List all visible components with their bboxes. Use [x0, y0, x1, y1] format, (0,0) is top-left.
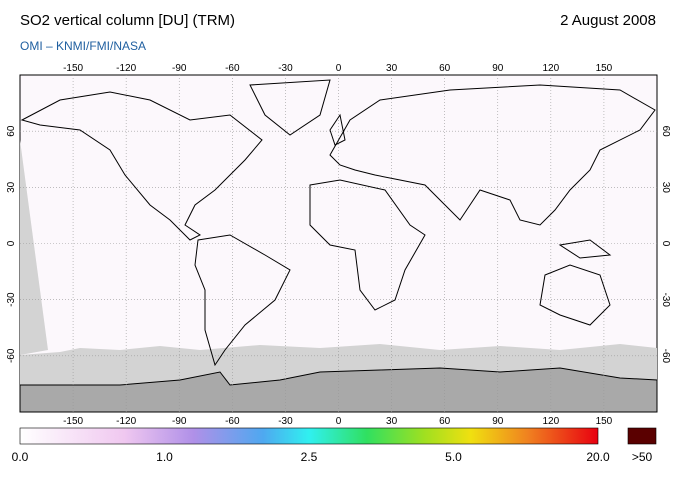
greenland — [249, 79, 331, 136]
colorbar-label: 20.0 — [586, 450, 610, 464]
overflow-swatch — [627, 427, 657, 445]
lon-tick-label-top: -30 — [278, 63, 293, 74]
lon-tick-label-bottom: -150 — [63, 416, 83, 427]
lon-tick-label-bottom: 0 — [336, 416, 342, 427]
australia — [539, 264, 611, 326]
lat-tick-label-right: 60 — [660, 126, 671, 138]
colorbar-label: 1.0 — [156, 450, 173, 464]
lat-tick-label-left: 30 — [6, 181, 17, 193]
colorbar-gradient — [19, 427, 599, 445]
lon-tick-label-top: 150 — [596, 63, 613, 74]
lon-tick-label-bottom: 60 — [439, 416, 451, 427]
africa — [309, 179, 426, 311]
lon-tick-label-bottom: 120 — [542, 416, 559, 427]
lon-tick-label-bottom: -30 — [278, 416, 293, 427]
lon-tick-label-top: 120 — [542, 63, 559, 74]
north-america — [20, 91, 263, 241]
lon-tick-label-top: -150 — [63, 63, 83, 74]
colorbar-label: 0.0 — [12, 450, 29, 464]
lon-tick-label-bottom: 90 — [492, 416, 504, 427]
eurasia — [329, 84, 656, 226]
lat-tick-label-right: -60 — [660, 349, 671, 364]
title: SO2 vertical column [DU] (TRM) — [20, 12, 235, 29]
lat-tick-label-right: -30 — [660, 292, 671, 307]
lat-tick-label-left: 60 — [6, 125, 17, 137]
lon-tick-label-top: 90 — [492, 63, 504, 74]
lon-tick-label-top: 0 — [336, 63, 342, 74]
lon-tick-label-bottom: 150 — [596, 416, 613, 427]
lat-tick-label-right: 30 — [660, 182, 671, 194]
lat-tick-label-left: -30 — [6, 292, 17, 307]
graticule — [20, 75, 657, 412]
lon-tick-label-bottom: 30 — [386, 416, 398, 427]
overflow-label: >50 — [632, 450, 653, 464]
map — [19, 74, 658, 413]
lon-tick-label-top: -120 — [116, 63, 136, 74]
colorbar-label: 2.5 — [301, 450, 318, 464]
lon-tick-label-top: -90 — [172, 63, 187, 74]
lat-tick-label-right: 0 — [660, 241, 671, 247]
lon-tick-label-bottom: -120 — [116, 416, 136, 427]
colorbar-label: 5.0 — [445, 450, 462, 464]
lon-tick-label-top: -60 — [225, 63, 240, 74]
lat-tick-label-left: -60 — [6, 348, 17, 363]
lon-tick-label-top: 60 — [439, 63, 451, 74]
south-america — [194, 234, 291, 367]
date: 2 August 2008 — [560, 12, 656, 29]
islands — [329, 113, 612, 259]
lon-tick-label-bottom: -90 — [172, 416, 187, 427]
lon-tick-label-bottom: -60 — [225, 416, 240, 427]
credit: OMI – KNMI/FMI/NASA — [20, 39, 146, 53]
lon-tick-label-top: 30 — [386, 63, 398, 74]
colorbar: >50 — [19, 427, 657, 464]
lat-tick-label-left: 0 — [6, 240, 17, 246]
no-data-area — [20, 140, 48, 355]
